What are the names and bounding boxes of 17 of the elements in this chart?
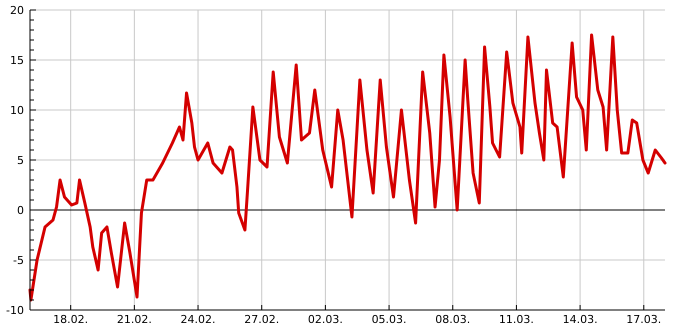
- y-tick-label: 15: [10, 54, 24, 67]
- x-tick-label: 05.03.: [372, 313, 407, 326]
- y-tick-label: -10: [6, 304, 24, 317]
- x-tick-label: 08.03.: [435, 313, 470, 326]
- y-tick-label: 5: [17, 154, 24, 167]
- y-tick-label: 20: [10, 4, 24, 17]
- y-tick-label: 10: [10, 104, 24, 117]
- x-tick-label: 14.03.: [562, 313, 598, 326]
- x-tick-label: 18.02.: [53, 313, 88, 326]
- x-tick-label: 11.03.: [498, 313, 534, 326]
- y-tick-label: 0: [17, 204, 24, 217]
- y-tick-label: -5: [13, 254, 24, 267]
- x-tick-label: 17.03.: [626, 313, 662, 326]
- x-tick-label: 21.02.: [116, 313, 152, 326]
- x-tick-label: 27.02.: [244, 313, 280, 326]
- x-tick-label: 24.02.: [180, 313, 216, 326]
- x-tick-label: 02.03.: [308, 313, 343, 326]
